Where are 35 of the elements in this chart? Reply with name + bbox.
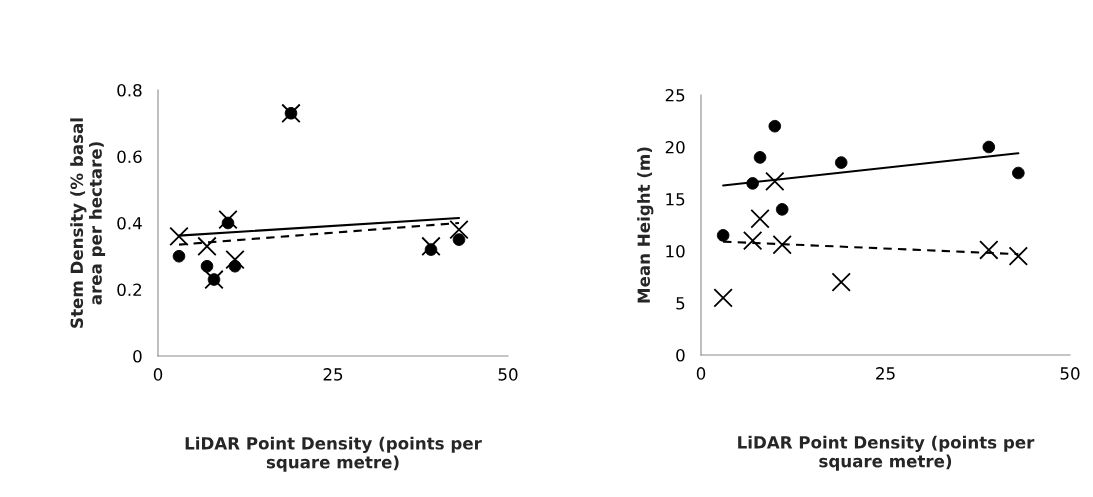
point <box>742 230 763 251</box>
point <box>1008 246 1029 266</box>
y-tick-label: 0 <box>133 349 142 363</box>
y-tick-label: 0.2 <box>117 283 142 297</box>
y-tick-label: 5 <box>676 297 685 310</box>
point <box>449 219 469 240</box>
y-tick-label: 20 <box>665 140 685 154</box>
x-tick-label: 25 <box>876 367 895 380</box>
y-tick-label: 0.8 <box>117 83 142 97</box>
y-tick-label: 0 <box>676 348 685 362</box>
x-tick-label: 0 <box>696 367 706 380</box>
x-tick-label: 50 <box>498 368 518 381</box>
point <box>831 272 851 292</box>
point <box>218 209 238 230</box>
point <box>421 236 441 256</box>
y-tick-label: 0.6 <box>117 150 142 164</box>
point <box>765 171 785 192</box>
y-axis-title: Mean Height (m) <box>637 147 654 303</box>
y-axis-title: Stem Density (% basal area per hectare) <box>70 118 106 328</box>
point <box>772 235 792 255</box>
y-tick-label: 0.4 <box>117 216 142 230</box>
point <box>713 288 733 308</box>
x-axis-title: LiDAR Point Density (points per square metre) <box>185 436 482 472</box>
point <box>750 209 770 229</box>
point <box>197 236 217 256</box>
y-tick-label: 15 <box>666 193 685 206</box>
point <box>979 240 999 260</box>
x-tick-label: 0 <box>153 368 163 381</box>
x-tick-label: 25 <box>323 368 343 381</box>
x-axis-title: LiDAR Point Density (points per square metre) <box>738 435 1035 471</box>
x-tick-label: 50 <box>1060 367 1080 380</box>
y-tick-label: 10 <box>666 244 685 258</box>
point <box>225 249 245 270</box>
y-tick-label: 25 <box>665 88 685 102</box>
point <box>169 226 189 246</box>
